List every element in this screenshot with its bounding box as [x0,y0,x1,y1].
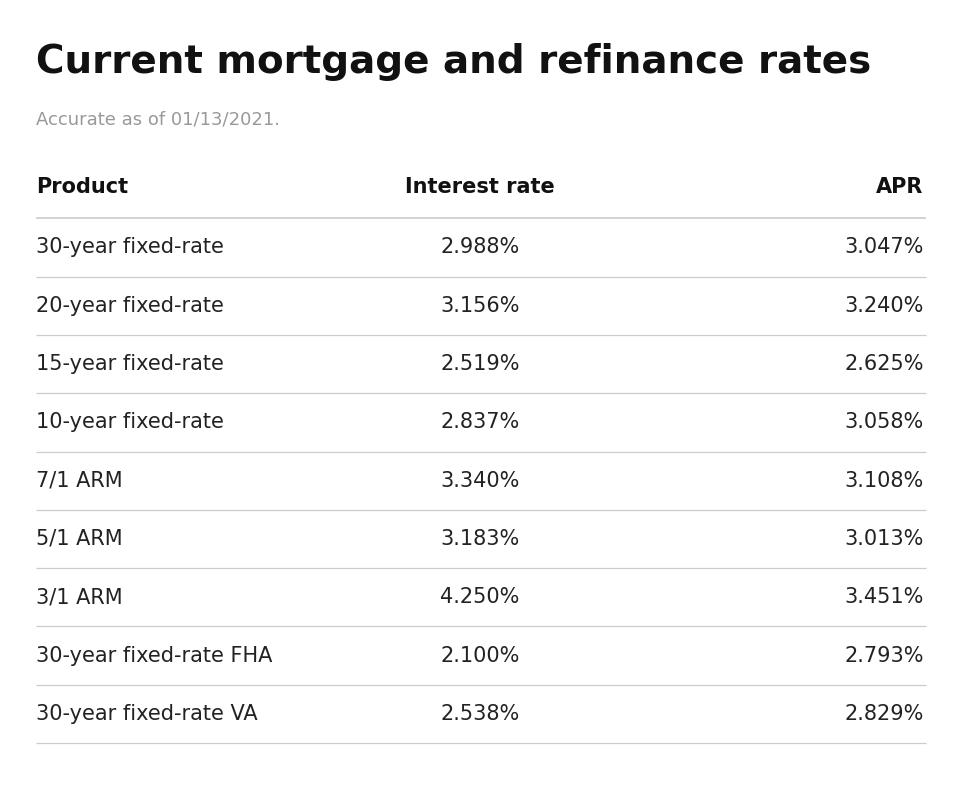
Text: 4.250%: 4.250% [441,587,519,608]
Text: 2.538%: 2.538% [441,704,519,724]
Text: 2.988%: 2.988% [441,237,519,258]
Text: 10-year fixed-rate: 10-year fixed-rate [36,412,225,433]
Text: 15-year fixed-rate: 15-year fixed-rate [36,354,225,374]
Text: 3.451%: 3.451% [844,587,924,608]
Text: 3.240%: 3.240% [844,296,924,316]
Text: 3.340%: 3.340% [441,470,519,491]
Text: 3.156%: 3.156% [441,296,519,316]
Text: 30-year fixed-rate FHA: 30-year fixed-rate FHA [36,645,273,666]
Text: 3.047%: 3.047% [844,237,924,258]
Text: 3/1 ARM: 3/1 ARM [36,587,123,608]
Text: 2.625%: 2.625% [844,354,924,374]
Text: 2.829%: 2.829% [844,704,924,724]
Text: 3.013%: 3.013% [844,529,924,549]
Text: APR: APR [876,177,924,197]
Text: 2.837%: 2.837% [441,412,519,433]
Text: Interest rate: Interest rate [405,177,555,197]
Text: 7/1 ARM: 7/1 ARM [36,470,123,491]
Text: 5/1 ARM: 5/1 ARM [36,529,123,549]
Text: Accurate as of 01/13/2021.: Accurate as of 01/13/2021. [36,110,280,128]
Text: 2.100%: 2.100% [441,645,519,666]
Text: 3.058%: 3.058% [844,412,924,433]
Text: 20-year fixed-rate: 20-year fixed-rate [36,296,225,316]
Text: 30-year fixed-rate VA: 30-year fixed-rate VA [36,704,258,724]
Text: Current mortgage and refinance rates: Current mortgage and refinance rates [36,43,872,81]
Text: 3.183%: 3.183% [441,529,519,549]
Text: 2.519%: 2.519% [441,354,519,374]
Text: 3.108%: 3.108% [844,470,924,491]
Text: 30-year fixed-rate: 30-year fixed-rate [36,237,225,258]
Text: Product: Product [36,177,129,197]
Text: 2.793%: 2.793% [844,645,924,666]
